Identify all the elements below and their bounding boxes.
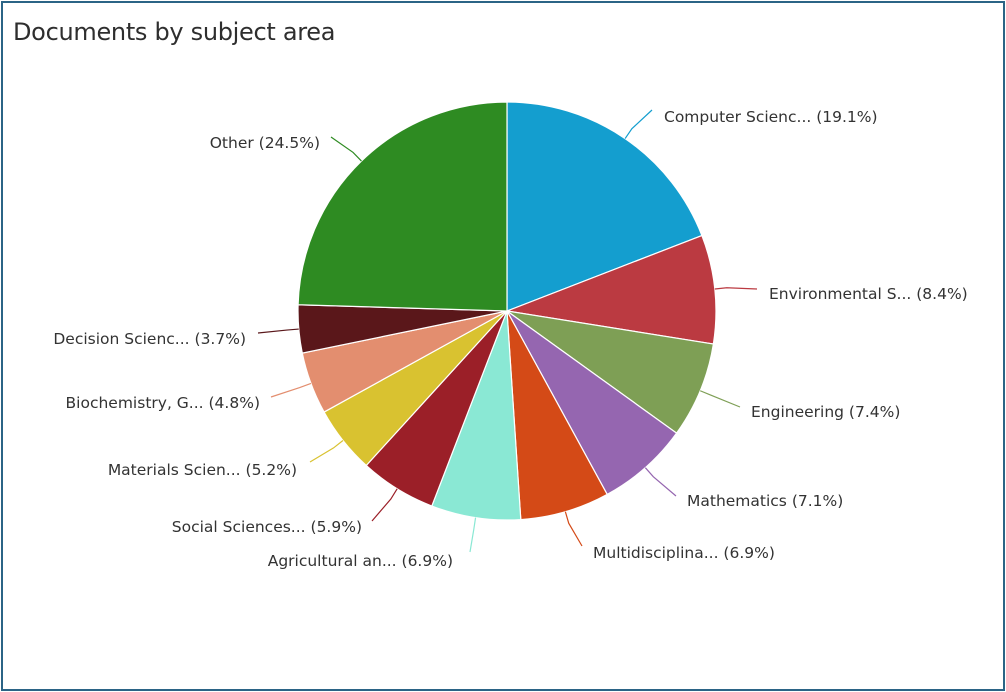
slice-label-7: Materials Scien... (5.2%)	[108, 461, 297, 479]
slice-label-5: Agricultural an... (6.9%)	[268, 552, 453, 570]
slice-label-10: Other (24.5%)	[210, 134, 320, 152]
label-connector-3	[644, 467, 677, 497]
pie-slice-10[interactable]	[297, 101, 508, 312]
label-connector-0	[624, 109, 653, 139]
slice-label-6: Social Sciences... (5.9%)	[172, 518, 362, 536]
slice-label-2: Engineering (7.4%)	[751, 403, 900, 421]
slice-label-1: Environmental S... (8.4%)	[769, 285, 968, 303]
label-connector-9	[257, 328, 299, 334]
label-connector-8	[270, 382, 312, 398]
slice-label-8: Biochemistry, G... (4.8%)	[66, 394, 260, 412]
label-connector-7	[309, 440, 344, 463]
label-connector-2	[699, 390, 741, 408]
label-connector-10	[330, 136, 362, 162]
slice-label-3: Mathematics (7.1%)	[687, 492, 843, 510]
slice-label-4: Multidisciplina... (6.9%)	[593, 544, 775, 562]
label-connector-1	[714, 287, 758, 290]
chart-title: Documents by subject area	[13, 18, 336, 46]
label-connector-6	[371, 488, 398, 522]
label-connector-4	[564, 511, 583, 547]
label-connector-5	[469, 517, 477, 553]
pie-slice-0[interactable]	[506, 101, 703, 312]
pie-slice-2[interactable]	[506, 310, 715, 434]
slice-label-9: Decision Scienc... (3.7%)	[53, 330, 246, 348]
slice-label-0: Computer Scienc... (19.1%)	[664, 108, 878, 126]
